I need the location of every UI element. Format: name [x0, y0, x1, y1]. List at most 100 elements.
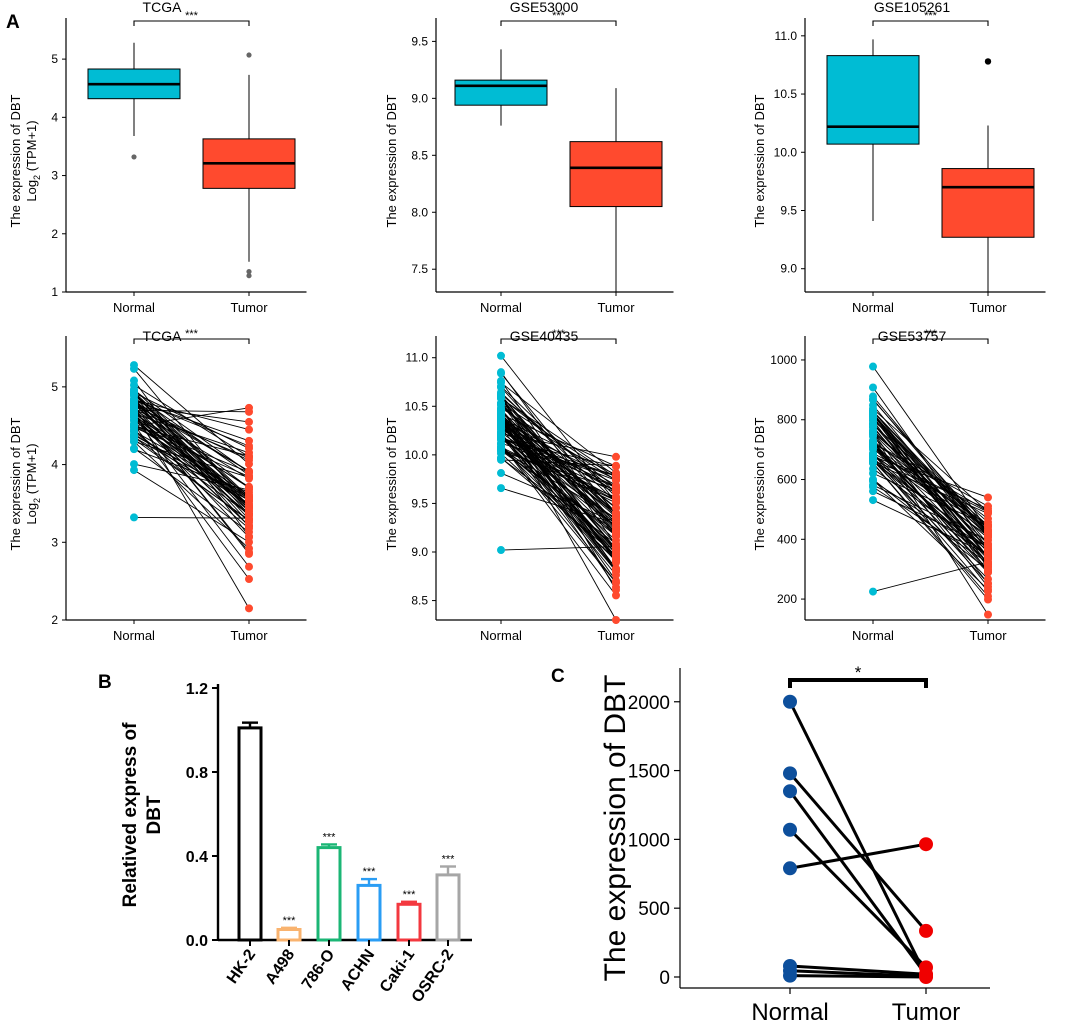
- y-tick-label: 9.5: [411, 34, 428, 48]
- box-tumor: [941, 168, 1035, 238]
- y-axis-label-subscript: 2: [32, 498, 42, 503]
- y-tick-label: 7.5: [411, 262, 428, 276]
- significance-marker: ***: [323, 831, 337, 843]
- pair-line: [133, 393, 250, 500]
- box-tumor: [569, 141, 663, 208]
- pair-line: [500, 457, 617, 545]
- box-normal: [454, 79, 548, 106]
- pair-line: [133, 441, 250, 549]
- pair-line: [133, 447, 250, 533]
- pair-line: [500, 449, 617, 534]
- x-tick-label: Normal: [113, 628, 155, 643]
- x-tick-label: Tumor: [597, 300, 635, 315]
- tumor-point: [245, 501, 253, 510]
- pair-line: [500, 434, 617, 541]
- y-tick-label: 400: [777, 532, 797, 546]
- pair-line: [133, 426, 250, 457]
- tumor-point: [612, 557, 620, 566]
- normal-point: [497, 447, 505, 456]
- pair-line: [872, 490, 989, 548]
- tumor-point: [612, 616, 620, 624]
- pair-line: [133, 424, 250, 580]
- y-tick-label: 500: [638, 899, 670, 920]
- x-tick-label: Normal: [113, 300, 155, 315]
- pair-line: [500, 382, 617, 474]
- panel-label-c: C: [551, 666, 565, 687]
- y-tick-label: 1.2: [186, 681, 208, 698]
- y-tick-label: 5: [51, 52, 58, 66]
- y-tick-label: 3: [51, 169, 58, 183]
- panel-label-a: A: [6, 12, 20, 33]
- tumor-point: [984, 587, 992, 596]
- pair-line: [500, 435, 617, 554]
- normal-point: [130, 395, 138, 404]
- normal-point: [497, 434, 505, 443]
- x-tick-label: Normal: [480, 300, 522, 315]
- y-tick-label: 11.0: [775, 29, 798, 43]
- pair-line: [133, 438, 250, 521]
- y-axis-label-line2: DBT: [144, 795, 165, 834]
- x-tick-label: HK-2: [224, 946, 259, 986]
- pair-line: [133, 409, 250, 413]
- normal-point: [783, 861, 797, 876]
- normal-point: [130, 422, 138, 431]
- tumor-point: [245, 444, 253, 453]
- tumor-point: [245, 474, 253, 483]
- normal-point: [130, 513, 138, 522]
- significance-bracket: [500, 338, 617, 344]
- y-tick-label: 8.5: [411, 594, 428, 608]
- y-tick-label: 3: [51, 535, 58, 549]
- outlier-point: [984, 58, 992, 65]
- normal-point: [869, 587, 877, 596]
- chart-title: TCGA: [143, 0, 183, 15]
- tumor-point: [919, 923, 933, 938]
- y-tick-label: 2: [51, 613, 58, 627]
- paired-plot-a5: 8.5 9.0 9.5 10.0 10.5 11.0 Normal Tumor GSE40435…: [384, 328, 674, 643]
- pair-line: [500, 437, 617, 520]
- pair-line: [500, 392, 617, 503]
- pair-line: [872, 468, 989, 551]
- pair-line: [500, 397, 617, 489]
- normal-point: [783, 822, 797, 837]
- significance-bracket: [133, 338, 250, 344]
- normal-point: [497, 399, 505, 408]
- tumor-point: [612, 539, 620, 548]
- bar-osrc-2: [435, 873, 461, 942]
- tumor-point: [245, 515, 253, 524]
- normal-point: [869, 429, 877, 438]
- pair-line: [872, 412, 989, 551]
- pair-line: [500, 398, 617, 477]
- y-tick-label: 9.0: [780, 262, 797, 276]
- pair-line: [500, 443, 617, 596]
- significance-marker: ***: [442, 854, 456, 866]
- tumor-point: [612, 516, 620, 525]
- tumor-point: [984, 579, 992, 588]
- pair-line: [500, 425, 617, 552]
- y-axis-label: The expression of DBT: [8, 417, 23, 550]
- significance-bracket: [788, 678, 928, 688]
- tumor-point: [245, 575, 253, 584]
- tumor-point: [612, 483, 620, 492]
- y-axis-label: The expression of DBT: [384, 417, 399, 550]
- y-tick-label: 1: [51, 285, 58, 299]
- outlier-point: [246, 273, 252, 279]
- pair-line: [788, 772, 928, 932]
- normal-point: [869, 487, 877, 496]
- bar-chart-b: 0.0 0.4 0.8 1.2 Relatived express of DBT HK-2 *…: [120, 681, 472, 1006]
- normal-point: [783, 784, 797, 799]
- pair-line: [500, 457, 617, 556]
- normal-point: [497, 454, 505, 463]
- y-axis-label: The expression of DBT: [599, 675, 632, 982]
- tumor-point: [245, 451, 253, 460]
- y-axis-label: The expression of DBT: [752, 94, 767, 227]
- tumor-point: [612, 578, 620, 587]
- y-tick-label: 2: [51, 227, 58, 241]
- x-tick-label: Normal: [852, 300, 894, 315]
- outlier-point: [246, 269, 252, 275]
- y-tick-label: 10.0: [405, 448, 429, 462]
- pair-line: [789, 842, 927, 870]
- normal-point: [130, 437, 138, 446]
- significance-marker: *: [855, 663, 862, 682]
- normal-point: [869, 454, 877, 463]
